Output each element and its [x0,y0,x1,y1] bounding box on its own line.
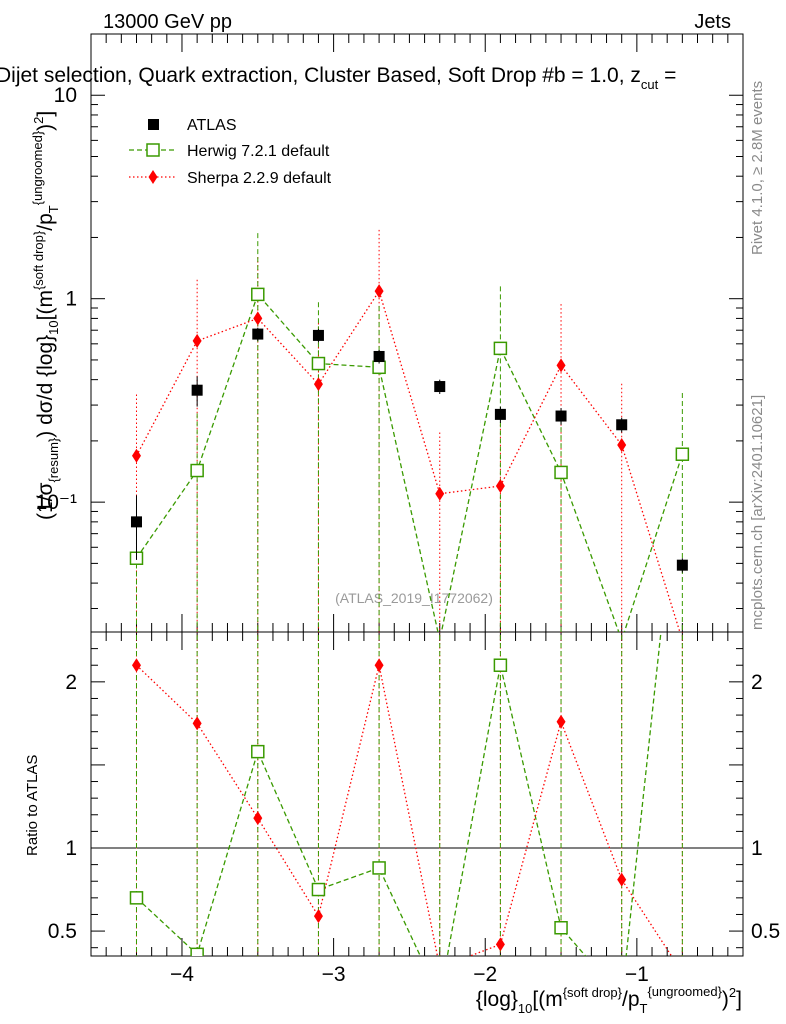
y-axis-label: (1/σ{resum}) dσ/d {log}10[(m{soft drop}/… [30,111,61,520]
sherpa-line [135,289,681,632]
herwig-ratio-point [311,882,326,897]
legend-herwig-label: Herwig 7.2.1 default [187,143,330,160]
y-tick-label: 10 [54,84,77,107]
main-data [129,229,690,632]
sherpa-point [435,486,445,501]
atlas-point [494,408,506,420]
herwig-ratio-line [136,632,662,956]
x-tick-label: −3 [322,963,346,986]
sherpa-ratio-point [435,961,444,975]
atlas-point [434,381,446,393]
ratio-tick-label-right: 0.5 [751,920,780,943]
ratio-y-axis-label: Ratio to ATLAS [24,755,41,856]
header-energy: 13000 GeV pp [103,11,232,33]
header-jets: Jets [694,11,731,33]
herwig-ratio-point [493,658,508,672]
legend-herwig-marker [146,143,160,157]
main-y-ticks: 10⁻¹ 1 10 [36,33,743,610]
y-tick-label: 1 [65,288,77,311]
herwig-ratio-point [251,744,265,759]
sherpa-point [313,377,323,392]
legend-sherpa-marker [148,170,158,184]
atlas-point [555,410,567,422]
atlas-point [373,350,385,362]
sherpa-ratio-point [556,714,566,729]
atlas-point [252,328,264,340]
rivet-label: Rivet 4.1.0, ≥ 2.8M events [749,81,766,255]
sherpa-point [131,448,141,463]
ratio-tick-label-left: 2 [65,671,77,694]
herwig-line [135,293,683,632]
herwig-point [493,341,508,356]
herwig-ratio-point [554,921,568,935]
sherpa-point [192,333,202,348]
sherpa-point [617,437,627,452]
atlas-point [616,419,628,431]
herwig-point [675,447,690,461]
ratio-tick-label-left: 1 [65,837,77,860]
legend: ATLAS Herwig 7.2.1 default Sherpa 2.2.9 … [129,117,332,187]
mcplots-label: mcplots.cern.ch [arXiv:2401.10621] [749,395,766,630]
x-tick-label: −4 [170,963,194,986]
legend-atlas-marker [148,119,159,130]
atlas-point [312,329,324,341]
ratio-tick-label-right: 2 [751,671,763,694]
sherpa-ratio-point [253,811,263,826]
herwig-point [251,287,265,302]
sherpa-ratio-point [192,716,202,731]
herwig-ratio-point [434,992,446,1004]
sherpa-point [495,479,505,494]
herwig-point [554,465,568,480]
legend-sherpa-label: Sherpa 2.2.9 default [187,170,332,187]
legend-atlas-label: ATLAS [187,117,237,134]
sherpa-ratio-point [617,872,627,887]
analysis-watermark: (ATLAS_2019_I1772062) [335,590,493,606]
x-ticks: −4 −3 −2 −1 [90,34,744,986]
sherpa-ratio-point [313,909,323,924]
sherpa-ratio-point [678,966,687,980]
herwig-ratio-point [129,891,144,905]
ratio-data [129,632,687,1004]
plot-title: Dijet selection, Quark extraction, Clust… [0,64,676,92]
sherpa-point [374,284,384,299]
atlas-point [676,559,688,571]
herwig-point [190,463,204,478]
sherpa-ratio-line [136,664,673,956]
sherpa-ratio-point [131,658,141,673]
ratio-tick-label-right: 1 [751,837,763,860]
sherpa-ratio-point [495,937,505,952]
x-axis-label: {log}10[(m{soft drop}/pT{ungroomed})2] [476,984,742,1016]
x-tick-label: −1 [625,963,649,986]
atlas-point [191,384,203,396]
herwig-ratio-point [190,947,204,956]
herwig-ratio-point [372,861,386,875]
y-tick-label: 10⁻¹ [36,491,77,514]
atlas-point [130,516,142,528]
herwig-point [311,356,326,371]
ratio-panel-frame [90,631,744,957]
ratio-y-ticks: 0.5 0.5 1 1 2 2 [48,648,780,949]
ratio-tick-label-left: 0.5 [48,920,77,943]
sherpa-point [253,311,263,326]
x-tick-label: −2 [473,963,497,986]
sherpa-ratio-point [374,658,384,673]
sherpa-point [556,358,566,373]
